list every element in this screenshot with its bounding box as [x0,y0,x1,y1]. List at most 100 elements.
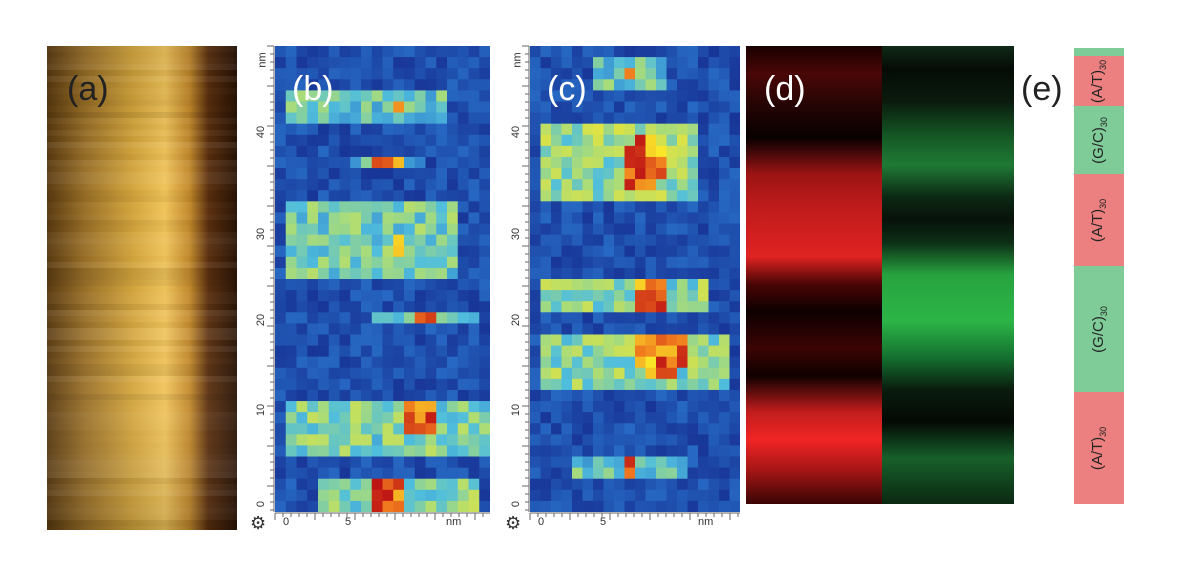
heat-cell [285,57,297,69]
heat-cell [530,456,541,469]
heat-cell [339,90,351,102]
heat-cell [328,123,340,136]
heat-cell [614,134,625,147]
heat-cell [698,223,709,236]
heat-cell [719,256,730,269]
heat-cell [645,79,657,91]
heat-cell [447,378,459,391]
heat-cell [635,267,646,280]
heat-cell [382,245,394,258]
heat-cell [275,134,287,147]
heat-cell [551,267,562,280]
heat-cell [603,256,615,269]
gear-icon[interactable]: ⚙ [250,513,267,533]
heat-cell [328,201,340,213]
heat-cell [479,378,490,391]
heat-cell [296,312,308,324]
y-unit: nm [511,52,524,68]
heat-cell [328,279,340,291]
heat-cell [635,245,646,258]
heat-cell [393,68,405,80]
afm-streak [47,196,237,202]
heat-cell [468,323,480,335]
heat-cell [687,90,699,102]
heat-cell [572,434,583,446]
heat-cell [307,79,319,91]
heat-cell [296,423,308,435]
heat-cell [677,412,688,424]
heat-cell [666,145,678,158]
heat-cell [677,112,688,125]
heat-cell [719,345,730,358]
heat-cell [572,79,583,91]
heat-cell [457,112,469,125]
heat-cell [393,101,405,114]
heat-cell [404,345,416,358]
heat-cell [285,101,297,114]
heat-cell [404,312,416,324]
y-tick-30: 30 [255,227,268,241]
heat-cell [285,79,297,91]
heat-cell [540,489,552,502]
heat-cell [296,389,308,402]
heat-cell [656,223,667,236]
heat-cell [479,301,490,313]
heat-cell [719,267,730,280]
heat-cell [729,212,740,225]
heat-cell [540,401,552,413]
heat-cell [468,500,480,512]
heat-cell [666,101,678,114]
heat-cell [677,500,688,512]
heat-cell [603,212,615,225]
heat-cell [645,90,657,102]
heat-cell [307,301,319,313]
heat-cell [468,367,480,380]
heat-cell [457,223,469,236]
heat-cell [436,168,448,180]
heat-cell [572,389,583,402]
heat-cell [382,123,394,136]
heat-cell [635,57,646,69]
heat-cell [275,168,287,180]
heat-cell [425,57,437,69]
heat-cell [404,212,416,225]
heat-cell [414,312,426,324]
heat-cell [425,201,437,213]
heat-cell [635,323,646,335]
heat-cell [436,223,448,236]
heat-cell [530,68,541,80]
heat-cell [447,401,459,413]
heat-cell [382,334,394,347]
heat-cell [677,323,688,335]
afm-streak [47,514,237,520]
heat-cell [468,223,480,236]
heat-cell [457,234,469,247]
heat-cell [698,478,709,491]
heat-cell [530,345,541,358]
afm-streak [47,46,237,52]
heat-cell [677,334,688,347]
heat-cell [624,145,636,158]
heat-cell [382,290,394,302]
heat-cell [296,323,308,335]
afm-streak [47,346,237,352]
heat-cell [614,467,625,480]
heat-cell [729,201,740,213]
heat-cell [414,190,426,202]
heat-cell [307,168,319,180]
afm-streak [47,154,237,160]
heat-cell [361,279,373,291]
heat-cell [414,101,426,114]
heat-cell [719,145,730,158]
heat-cell [296,234,308,247]
heat-cell [382,389,394,402]
heat-cell [635,345,646,358]
heat-cell [318,312,330,324]
heat-cell [339,190,351,202]
y-tick-40: 40 [255,125,268,139]
heat-cell [350,378,362,391]
gear-icon[interactable]: ⚙ [505,513,522,533]
panel-e-label: (e) [1021,70,1063,108]
heat-cell [382,90,394,102]
heat-cell [729,312,740,324]
